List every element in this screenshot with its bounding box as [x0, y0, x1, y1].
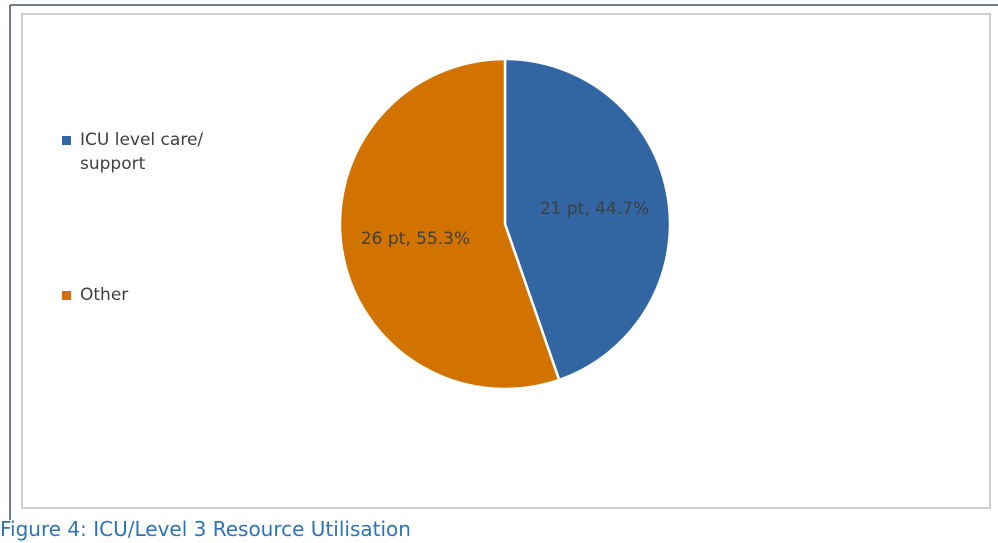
legend-item: Other	[62, 283, 232, 307]
legend-label: ICU level care/ support	[80, 130, 204, 174]
pie-slice	[338, 57, 561, 391]
caption: Figure 4: ICU/Level 3 Resource Utilisati…	[0, 517, 411, 541]
legend-item: ICU level care/ support	[62, 128, 232, 176]
legend-swatch	[62, 291, 71, 300]
data-label: 26 pt, 55.3%	[361, 229, 470, 249]
pie	[338, 57, 672, 391]
legend-swatch	[62, 136, 71, 145]
data-label: 21 pt, 44.7%	[540, 199, 649, 219]
pie-slice	[503, 57, 672, 382]
legend-label: Other	[80, 285, 129, 305]
